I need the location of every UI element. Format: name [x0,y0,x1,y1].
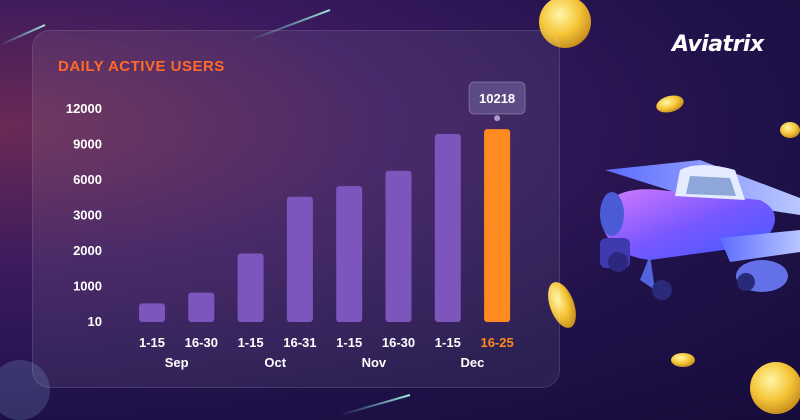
bar [139,303,165,322]
bar [286,196,313,322]
y-tick-label: 9000 [73,137,102,152]
y-tick-label: 3000 [73,208,102,223]
bar [434,134,461,322]
y-tick-label: 6000 [73,172,102,187]
x-tick-label: 16-30 [382,335,415,350]
bar [385,170,412,322]
month-label: Oct [264,355,286,370]
month-label: Dec [461,355,485,370]
x-tick-label: 1-15 [435,335,461,350]
month-label: Nov [362,355,387,370]
x-tick-label: 1-15 [139,335,165,350]
bar [237,253,264,322]
tooltip-dot [494,115,501,122]
y-tick-label: 2000 [73,243,102,258]
month-label: Sep [165,355,189,370]
tooltip-box [468,81,526,115]
x-tick-label: 1-15 [336,335,362,350]
y-tick-label: 10 [88,314,102,329]
bar [484,129,511,322]
x-tick-label: 16-30 [185,335,218,350]
tooltip-value: 10218 [479,91,515,106]
x-tick-label: 16-31 [283,335,316,350]
x-tick-label: 16-25 [480,335,513,350]
bar [336,186,363,322]
x-tick-label: 1-15 [238,335,264,350]
brand-logo: Aviatrix [672,32,764,57]
chart-title: DAILY ACTIVE USERS [58,58,225,75]
y-tick-label: 1000 [73,279,102,294]
y-tick-label: 12000 [66,101,102,116]
bar [188,292,215,322]
